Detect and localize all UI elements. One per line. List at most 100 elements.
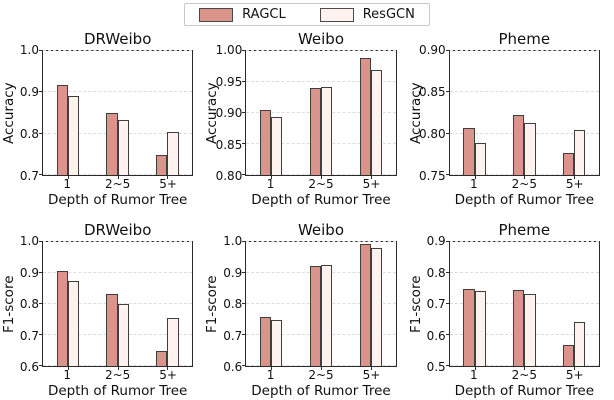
y-tick-label: 0.9 [19, 265, 39, 280]
y-tick-mark [39, 50, 42, 51]
bar-resgcn-1 [474, 290, 486, 366]
plot-area [39, 50, 194, 179]
legend-row: RAGCL ResGCN [0, 0, 614, 26]
resgcn-swatch-icon [319, 7, 354, 22]
bar-resgcn-2~5 [524, 293, 536, 366]
chart-title: Pheme [498, 30, 551, 48]
bar-ragcl-2~5 [106, 113, 118, 175]
bar-ragcl-2~5 [513, 114, 525, 175]
y-tick-mark [242, 365, 246, 366]
bar-resgcn-2~5 [320, 86, 333, 175]
bar-resgcn-1 [271, 319, 283, 366]
bar-resgcn-5+ [370, 247, 382, 366]
x-tick-label: 1 [470, 177, 478, 191]
x-tick-labels: 1 2~5 5+ [42, 368, 193, 383]
x-axis-label: Depth of Rumor Tree [251, 192, 391, 208]
y-tick-mark [39, 303, 42, 304]
y-tick-mark [445, 50, 449, 51]
y-axis-label: Accuracy [1, 82, 17, 144]
x-tick-mark [574, 367, 576, 370]
x-tick-mark [524, 176, 526, 179]
x-tick-mark [117, 367, 119, 370]
x-tick-label: 2~5 [308, 368, 334, 382]
y-tick-mark [445, 91, 449, 93]
bar-resgcn-5+ [574, 130, 586, 175]
y-axis-label: F1-score [204, 275, 221, 333]
legend: RAGCL ResGCN [184, 3, 430, 26]
bar-ragcl-1 [260, 317, 272, 366]
gridline [449, 91, 599, 93]
bar-resgcn-5+ [574, 322, 586, 366]
plot-area [445, 241, 600, 370]
x-tick-mark [67, 176, 69, 179]
plot-area [39, 241, 194, 370]
x-tick-mark [474, 176, 476, 179]
x-tick-label: 1 [63, 177, 72, 191]
bar-ragcl-5+ [156, 154, 168, 175]
bar-ragcl-5+ [359, 244, 371, 366]
x-tick-label: 1 [470, 368, 478, 382]
y-tick-label: 0.5 [426, 360, 446, 374]
y-tick-mark [242, 174, 246, 175]
y-tick-labels: 0.90 0.85 0.80 0.75 [419, 44, 449, 182]
bar-ragcl-5+ [562, 344, 575, 366]
y-tick-mark [242, 81, 246, 82]
y-tick-label: 0.7 [19, 169, 39, 183]
y-tick-label: 0.80 [418, 127, 446, 141]
bar-ragcl-1 [56, 85, 68, 175]
x-tick-label: 1 [63, 368, 72, 382]
x-tick-mark [370, 367, 372, 370]
bar-ragcl-1 [463, 127, 475, 175]
chart-body: F1-score 0.9 0.8 0.7 0.6 0.5 [408, 235, 612, 373]
chart-title: Weibo [297, 30, 345, 48]
bar-ragcl-1 [56, 270, 68, 366]
bar-ragcl-2~5 [309, 88, 321, 175]
y-tick-label: 0.85 [418, 85, 446, 99]
chart-title: Pheme [498, 221, 551, 239]
x-tick-label: 2~5 [104, 177, 131, 191]
gridline [449, 272, 599, 273]
x-tick-label: 2~5 [104, 368, 131, 382]
chart-body: Accuracy 1.00 0.95 0.90 0.85 0.80 [204, 44, 408, 182]
x-axis-label: Depth of Rumor Tree [47, 192, 188, 208]
chart-pheme-f1-score: Pheme F1-score 0.9 0.8 0.7 0.6 0.5 1 2~5 5+ Depth … [408, 221, 612, 400]
bar-resgcn-2~5 [117, 303, 129, 366]
x-tick-mark [167, 176, 169, 179]
x-tick-label: 5+ [362, 368, 381, 382]
gridline [246, 241, 396, 242]
chart-pheme-accuracy: Pheme Accuracy 0.90 0.85 0.80 0.75 1 2~5 5+ Depth… [408, 30, 612, 209]
bar-resgcn-1 [67, 280, 80, 366]
x-tick-mark [474, 367, 476, 370]
x-tick-labels: 1 2~5 5+ [245, 177, 396, 192]
y-tick-mark [242, 303, 246, 304]
x-tick-label: 5+ [159, 368, 177, 382]
gridline [43, 272, 193, 273]
y-tick-label: 0.8 [426, 265, 446, 280]
x-tick-label: 5+ [565, 177, 584, 191]
legend-item-ragcl: RAGCL [199, 7, 286, 22]
bar-ragcl-5+ [156, 350, 168, 366]
bar-ragcl-2~5 [513, 290, 525, 366]
chart-body: Accuracy 0.90 0.85 0.80 0.75 [408, 44, 612, 182]
y-tick-label: 0.9 [223, 265, 243, 280]
y-tick-mark [242, 112, 246, 113]
legend-label-resgcn: ResGCN [362, 7, 415, 22]
chart-body: Accuracy 1.0 0.9 0.8 0.7 [1, 44, 205, 182]
x-tick-label: 1 [266, 177, 275, 191]
y-tick-label: 1.0 [19, 234, 39, 248]
y-tick-label: 0.9 [19, 85, 39, 99]
x-tick-labels: 1 2~5 5+ [245, 368, 396, 383]
x-tick-label: 2~5 [308, 177, 334, 191]
bar-resgcn-2~5 [320, 265, 333, 366]
y-tick-mark [39, 334, 42, 335]
bar-ragcl-1 [260, 109, 272, 175]
y-tick-label: 0.6 [223, 360, 243, 374]
x-tick-mark [67, 367, 69, 370]
chart-drweibo-accuracy: DRWeibo Accuracy 1.0 0.9 0.8 0.7 1 2~5 5+ Depth o… [1, 30, 205, 209]
y-tick-label: 0.95 [215, 74, 243, 89]
y-tick-label: 1.00 [215, 43, 243, 57]
chart-body: F1-score 1.0 0.9 0.8 0.7 0.6 [204, 235, 408, 373]
y-tick-mark [242, 143, 246, 144]
y-tick-labels: 1.0 0.9 0.8 0.7 0.6 [220, 235, 245, 373]
plot-area [445, 50, 600, 179]
